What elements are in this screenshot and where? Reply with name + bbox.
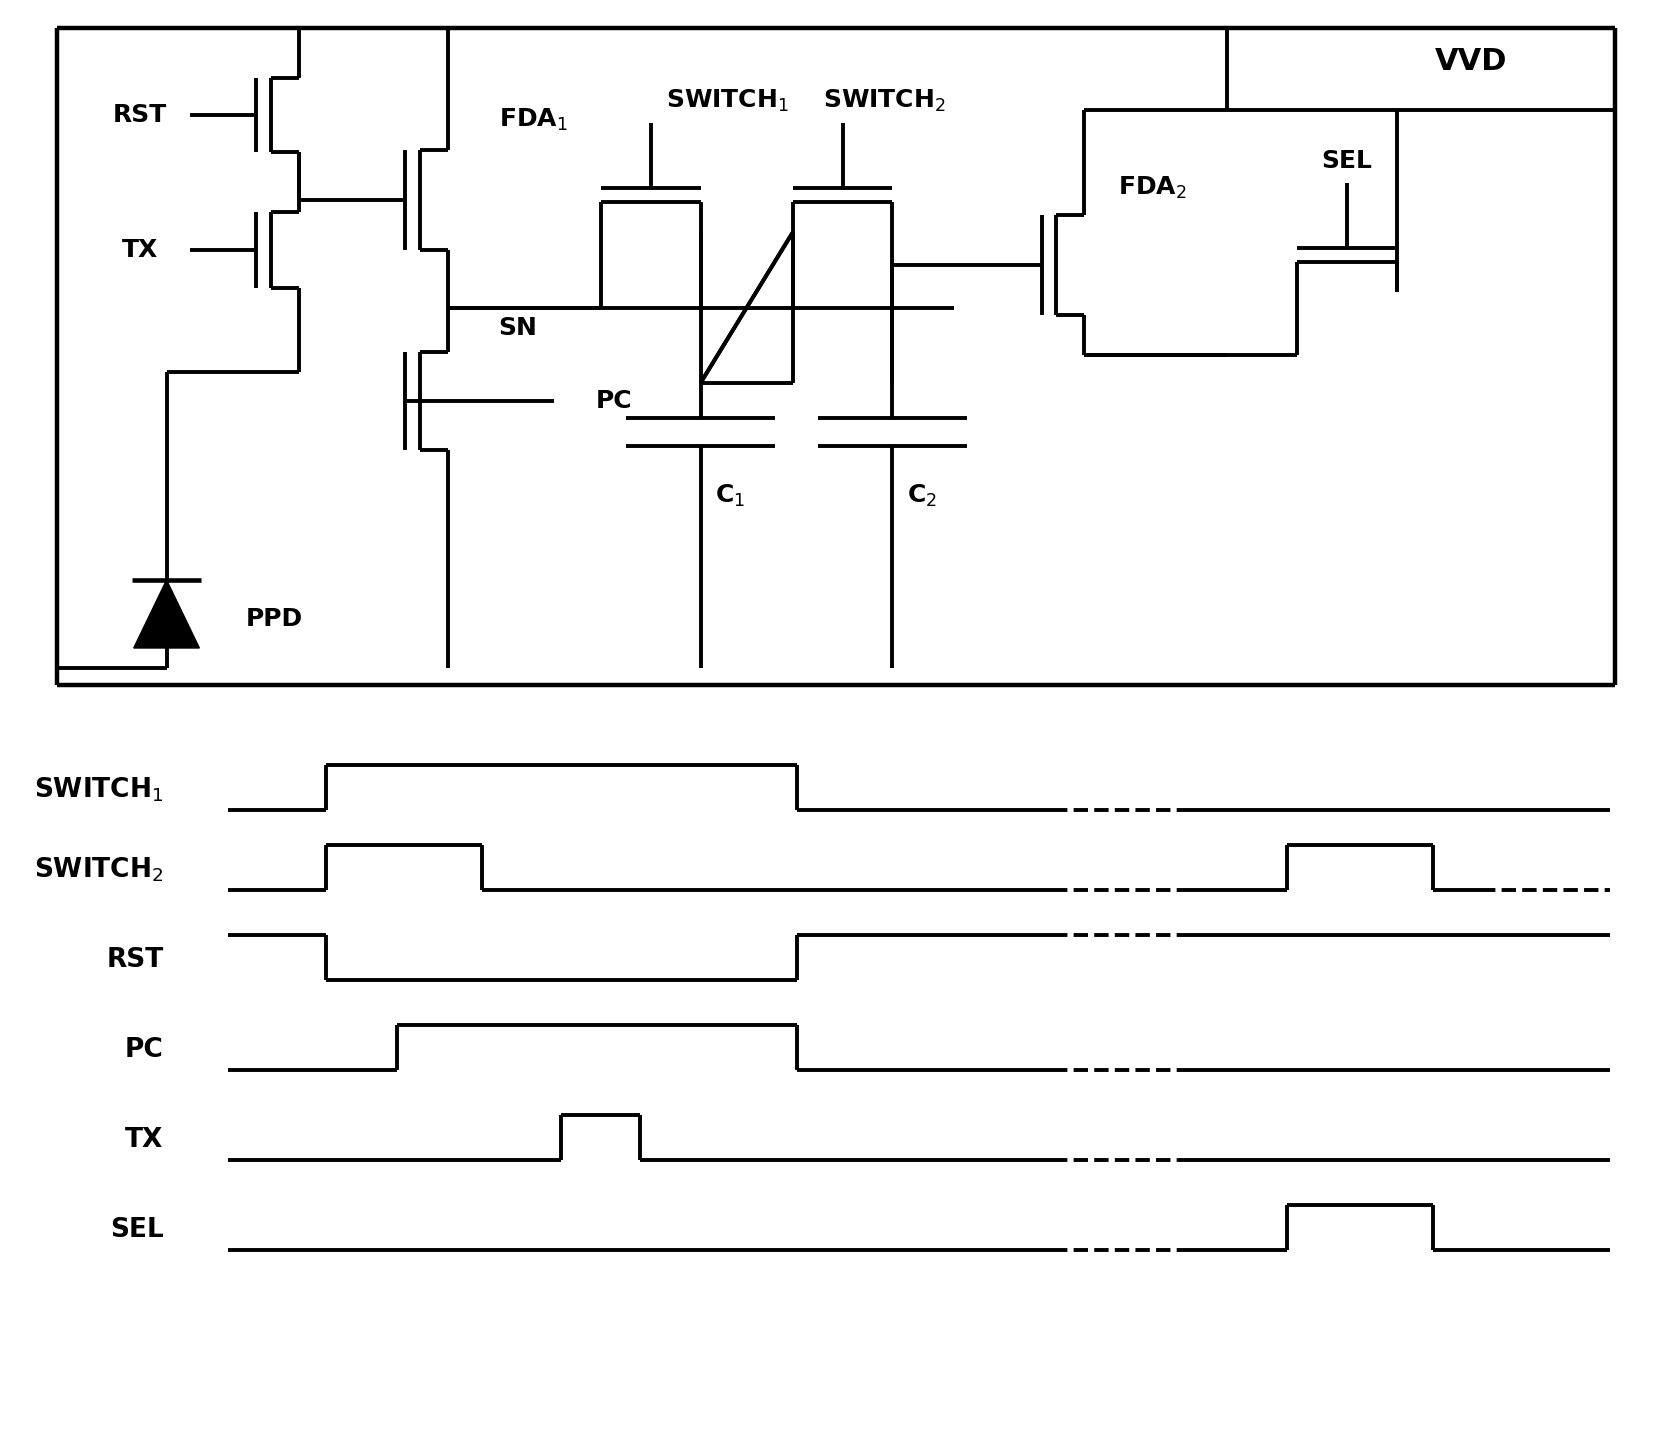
- Text: RST: RST: [106, 946, 163, 972]
- Text: SWITCH$_2$: SWITCH$_2$: [822, 88, 945, 114]
- Text: SN: SN: [499, 315, 537, 340]
- Text: SWITCH$_2$: SWITCH$_2$: [33, 855, 163, 884]
- Text: SWITCH$_1$: SWITCH$_1$: [33, 776, 163, 805]
- Text: TX: TX: [125, 1127, 163, 1153]
- Text: C$_2$: C$_2$: [907, 483, 937, 509]
- Text: C$_1$: C$_1$: [716, 483, 745, 509]
- Text: FDA$_2$: FDA$_2$: [1118, 175, 1186, 201]
- Text: RST: RST: [111, 103, 166, 127]
- Text: TX: TX: [123, 237, 158, 262]
- Text: FDA$_1$: FDA$_1$: [499, 107, 567, 133]
- Text: VVD: VVD: [1434, 48, 1508, 77]
- Text: PC: PC: [596, 389, 632, 412]
- Polygon shape: [133, 580, 200, 648]
- Text: PC: PC: [125, 1037, 163, 1064]
- Text: SWITCH$_1$: SWITCH$_1$: [666, 88, 789, 114]
- Text: PPD: PPD: [246, 606, 303, 631]
- Text: SEL: SEL: [110, 1217, 163, 1243]
- Text: SEL: SEL: [1321, 149, 1373, 174]
